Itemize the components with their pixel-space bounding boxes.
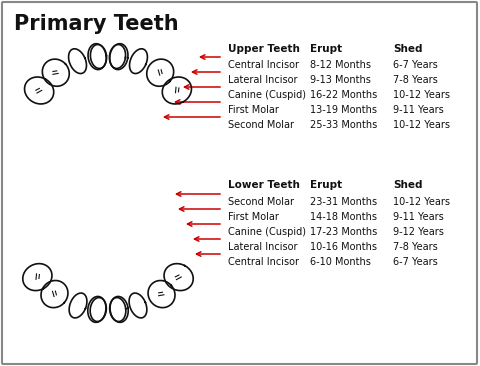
Text: Erupt: Erupt bbox=[310, 180, 342, 190]
Polygon shape bbox=[41, 280, 68, 308]
Polygon shape bbox=[90, 45, 107, 68]
Text: Second Molar: Second Molar bbox=[228, 197, 294, 207]
Text: 6-10 Months: 6-10 Months bbox=[310, 257, 371, 267]
Polygon shape bbox=[42, 59, 69, 86]
Text: Central Incisor: Central Incisor bbox=[228, 60, 299, 70]
Text: 9-11 Years: 9-11 Years bbox=[393, 105, 444, 115]
Polygon shape bbox=[110, 296, 128, 322]
FancyBboxPatch shape bbox=[2, 2, 477, 364]
Text: 10-12 Years: 10-12 Years bbox=[393, 120, 450, 130]
Text: Canine (Cuspid): Canine (Cuspid) bbox=[228, 90, 306, 100]
Text: 10-12 Years: 10-12 Years bbox=[393, 197, 450, 207]
Text: 8-12 Months: 8-12 Months bbox=[310, 60, 371, 70]
Text: 13-19 Months: 13-19 Months bbox=[310, 105, 377, 115]
Text: Shed: Shed bbox=[393, 180, 422, 190]
Text: 7-8 Years: 7-8 Years bbox=[393, 242, 438, 252]
Text: Primary Teeth: Primary Teeth bbox=[14, 14, 179, 34]
Text: 9-12 Years: 9-12 Years bbox=[393, 227, 444, 237]
Polygon shape bbox=[109, 298, 126, 321]
Polygon shape bbox=[88, 296, 106, 322]
Text: Upper Teeth: Upper Teeth bbox=[228, 44, 300, 54]
Polygon shape bbox=[24, 77, 54, 104]
Text: 6-7 Years: 6-7 Years bbox=[393, 60, 438, 70]
Polygon shape bbox=[129, 293, 147, 318]
Text: Canine (Cuspid): Canine (Cuspid) bbox=[228, 227, 306, 237]
Text: 17-23 Months: 17-23 Months bbox=[310, 227, 377, 237]
Text: 16-22 Months: 16-22 Months bbox=[310, 90, 377, 100]
Text: 14-18 Months: 14-18 Months bbox=[310, 212, 377, 222]
Text: Lateral Incisor: Lateral Incisor bbox=[228, 242, 298, 252]
Text: 10-16 Months: 10-16 Months bbox=[310, 242, 377, 252]
Text: 7-8 Years: 7-8 Years bbox=[393, 75, 438, 85]
Polygon shape bbox=[130, 49, 147, 74]
Polygon shape bbox=[69, 49, 86, 74]
Polygon shape bbox=[162, 77, 192, 104]
Text: 9-11 Years: 9-11 Years bbox=[393, 212, 444, 222]
Polygon shape bbox=[148, 280, 175, 308]
Polygon shape bbox=[90, 298, 107, 321]
Text: 9-13 Months: 9-13 Months bbox=[310, 75, 371, 85]
Text: Second Molar: Second Molar bbox=[228, 120, 294, 130]
Polygon shape bbox=[110, 44, 128, 70]
Polygon shape bbox=[109, 45, 126, 68]
Text: First Molar: First Molar bbox=[228, 212, 279, 222]
Polygon shape bbox=[147, 59, 174, 86]
Polygon shape bbox=[23, 264, 52, 291]
Polygon shape bbox=[69, 293, 87, 318]
Polygon shape bbox=[88, 44, 106, 70]
Text: Shed: Shed bbox=[393, 44, 422, 54]
Text: Lower Teeth: Lower Teeth bbox=[228, 180, 300, 190]
Text: Central Incisor: Central Incisor bbox=[228, 257, 299, 267]
Text: Lateral Incisor: Lateral Incisor bbox=[228, 75, 298, 85]
Text: 10-12 Years: 10-12 Years bbox=[393, 90, 450, 100]
Text: Erupt: Erupt bbox=[310, 44, 342, 54]
Text: First Molar: First Molar bbox=[228, 105, 279, 115]
Text: 25-33 Months: 25-33 Months bbox=[310, 120, 377, 130]
Text: 23-31 Months: 23-31 Months bbox=[310, 197, 377, 207]
Polygon shape bbox=[164, 264, 193, 291]
Text: 6-7 Years: 6-7 Years bbox=[393, 257, 438, 267]
